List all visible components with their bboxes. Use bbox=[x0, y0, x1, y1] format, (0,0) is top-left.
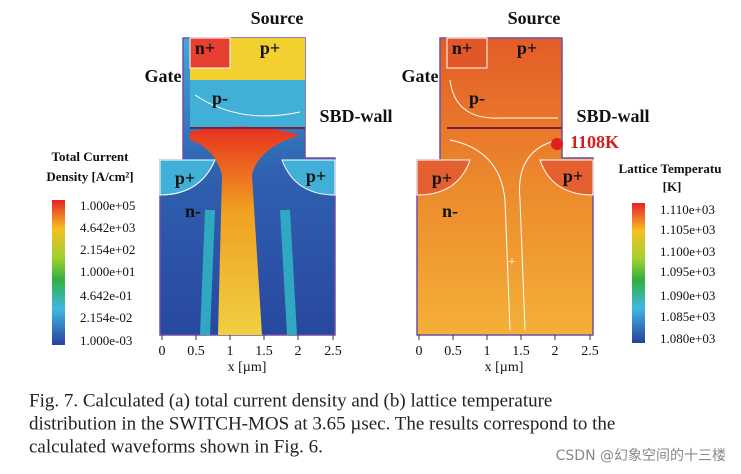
region-label: p+ bbox=[306, 166, 326, 186]
colorbar-tick-label: 1.110e+03 bbox=[660, 202, 715, 217]
region-label: n+ bbox=[195, 38, 215, 58]
temperature-map: + bbox=[416, 37, 594, 336]
annotation: 1108K bbox=[570, 132, 619, 152]
region-label: p+ bbox=[563, 166, 583, 186]
svg-text:+: + bbox=[508, 255, 516, 270]
x-tick-label: 2.5 bbox=[324, 344, 342, 359]
colorbar-tick-label: 4.642e+03 bbox=[80, 220, 135, 235]
caption-line: distribution in the SWITCH-MOS at 3.65 µ… bbox=[29, 413, 615, 434]
colorbar-tick-label: 1.000e+05 bbox=[80, 198, 135, 213]
source-label: Source bbox=[508, 8, 561, 28]
source-label: Source bbox=[251, 8, 304, 28]
x-tick-label: 1.5 bbox=[255, 344, 273, 359]
colorbar-right bbox=[632, 203, 645, 343]
region-label: p- bbox=[212, 88, 228, 108]
x-tick-label: 0 bbox=[159, 344, 166, 359]
colorbar-tick-label: 1.105e+03 bbox=[660, 222, 715, 237]
region-label: p- bbox=[469, 88, 485, 108]
region-label: p+ bbox=[260, 38, 280, 58]
x-tick-label: 2.5 bbox=[581, 344, 599, 359]
x-axis-label: x [µm] bbox=[485, 360, 524, 375]
colorbar-left bbox=[52, 200, 65, 345]
colorbar-title: Lattice Temperatu bbox=[619, 161, 722, 176]
caption-line: calculated waveforms shown in Fig. 6. bbox=[29, 436, 323, 457]
x-tick-label: 2 bbox=[295, 344, 302, 359]
gate-label: Gate bbox=[402, 66, 439, 86]
region-label: n+ bbox=[452, 38, 472, 58]
x-tick-label: 0.5 bbox=[444, 344, 462, 359]
region-label: n- bbox=[442, 201, 458, 221]
colorbar-tick-label: 1.080e+03 bbox=[660, 331, 715, 346]
region-label: p+ bbox=[517, 38, 537, 58]
colorbar-tick-label: 1.085e+03 bbox=[660, 309, 715, 324]
x-tick-label: 0 bbox=[416, 344, 423, 359]
current-density-map bbox=[159, 37, 336, 336]
colorbar-title: Total Current bbox=[52, 149, 130, 164]
hotspot-marker bbox=[551, 138, 563, 150]
colorbar-tick-label: 2.154e+02 bbox=[80, 242, 135, 257]
colorbar-tick-label: 1.090e+03 bbox=[660, 288, 715, 303]
colorbar-title: Density [A/cm²] bbox=[46, 169, 133, 184]
x-tick-label: 2 bbox=[552, 344, 559, 359]
region-label: p+ bbox=[175, 168, 195, 188]
colorbar-tick-label: 1.095e+03 bbox=[660, 264, 715, 279]
watermark: CSDN @幻象空间的十三楼 bbox=[556, 448, 726, 464]
colorbar-tick-label: 2.154e-02 bbox=[80, 310, 132, 325]
colorbar-tick-label: 1.100e+03 bbox=[660, 244, 715, 259]
region-label: n- bbox=[185, 201, 201, 221]
colorbar-title: [K] bbox=[663, 179, 682, 194]
x-tick-label: 1.5 bbox=[512, 344, 530, 359]
wall-label: SBD-wall bbox=[319, 106, 392, 126]
gate-label: Gate bbox=[145, 66, 182, 86]
x-axis-label: x [µm] bbox=[228, 360, 267, 375]
colorbar-tick-label: 1.000e+01 bbox=[80, 264, 135, 279]
colorbar-tick-label: 1.000e-03 bbox=[80, 333, 132, 348]
wall-label: SBD-wall bbox=[576, 106, 649, 126]
region-label: p+ bbox=[432, 168, 452, 188]
x-tick-label: 1 bbox=[227, 344, 234, 359]
colorbar-tick-label: 4.642e-01 bbox=[80, 288, 132, 303]
caption-line: Fig. 7. Calculated (a) total current den… bbox=[29, 390, 552, 411]
x-tick-label: 1 bbox=[484, 344, 491, 359]
x-tick-label: 0.5 bbox=[187, 344, 205, 359]
